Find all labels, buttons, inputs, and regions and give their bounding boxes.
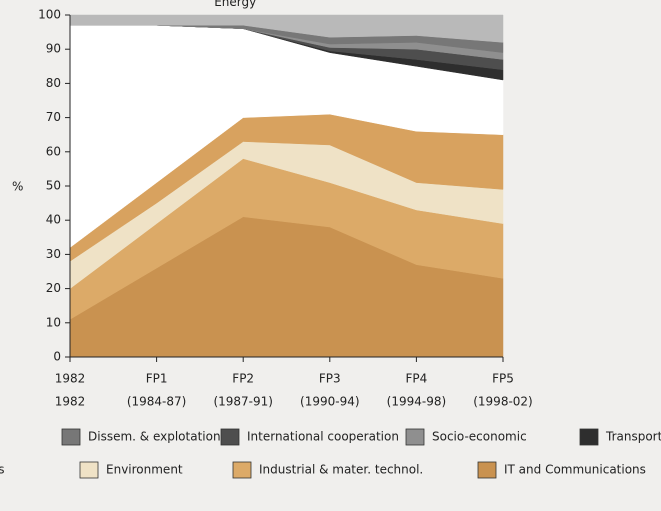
x-tick-label: 1982 [55,372,86,386]
x-tick-label: FP5 [492,372,514,386]
x-tick-label: FP1 [146,372,168,386]
legend-swatch [579,428,599,446]
y-tick-label: 50 [46,179,61,193]
x-period-label: 1982 [55,395,86,409]
legend-label: iences [0,463,5,477]
x-period-label: (1998-02) [473,395,533,409]
legend-label: International cooperation [247,430,399,444]
legend-label: Transport [605,430,661,444]
x-tick-label: FP2 [232,372,254,386]
legend-label: Socio-economic [432,430,527,444]
y-tick-label: 80 [46,76,61,90]
area [69,14,504,43]
area-label: Energy [214,0,256,9]
x-period-label: (1994-98) [387,395,447,409]
x-tick-label: FP3 [319,372,341,386]
y-tick-label: 20 [46,281,61,295]
y-tick-label: 0 [53,350,61,364]
x-period-label: (1987-91) [213,395,273,409]
legend-swatch [405,428,425,446]
y-tick-label: 30 [46,247,61,261]
x-period-label: (1984-87) [127,395,187,409]
y-tick-label: 100 [38,8,61,22]
y-tick-label: 70 [46,110,61,124]
x-tick-label: FP4 [406,372,428,386]
legend-swatch [232,461,252,479]
legend-swatch [79,461,99,479]
legend-label: Dissem. & explotation [88,430,221,444]
legend-swatch [477,461,497,479]
y-tick-label: 10 [46,315,61,329]
x-period-label: (1990-94) [300,395,360,409]
y-tick-label: 90 [46,42,61,56]
y-axis-label: % [12,180,23,194]
legend-label: IT and Communications [504,463,646,477]
legend-swatch [220,428,240,446]
legend-swatch [61,428,81,446]
y-tick-label: 40 [46,213,61,227]
legend-label: Industrial & mater. technol. [259,463,423,477]
y-tick-label: 60 [46,144,61,158]
legend-label: Environment [106,463,183,477]
